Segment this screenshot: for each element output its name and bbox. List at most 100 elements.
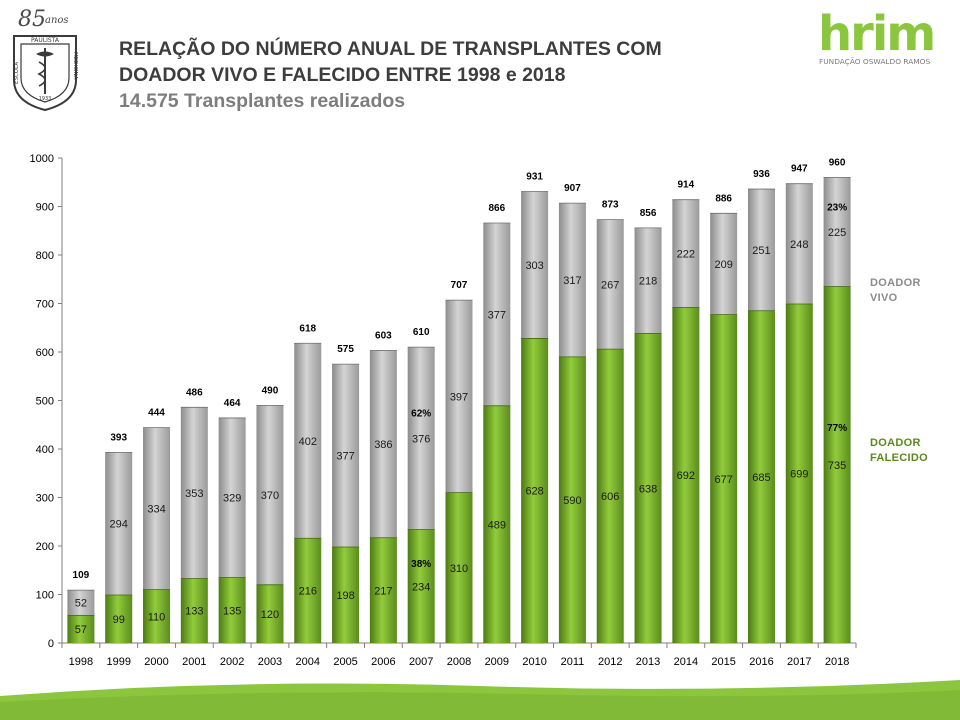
y-tick-label: 200 <box>36 541 54 553</box>
x-tick-label: 2006 <box>371 656 395 668</box>
x-tick-label: 2012 <box>598 656 622 668</box>
x-tick-label: 2010 <box>522 656 546 668</box>
data-label-total: 907 <box>564 183 581 194</box>
data-label-falecido: 133 <box>185 606 203 618</box>
data-label-total: 936 <box>753 169 770 180</box>
hrim-logo: hrim FUNDAÇÃO OSWALDO RAMOS <box>818 6 936 66</box>
percent-annotation: 38% <box>411 559 431 570</box>
logo-anniversary-number: 85 <box>18 7 46 32</box>
data-label-vivo: 267 <box>601 279 619 291</box>
bar-doador-vivo-2003 <box>256 405 284 585</box>
data-label-vivo: 317 <box>563 275 581 287</box>
data-label-falecido: 99 <box>113 614 125 626</box>
bar-doador-vivo-2004 <box>294 343 322 539</box>
data-label-total: 486 <box>186 387 203 398</box>
data-label-falecido: 135 <box>223 605 241 617</box>
bar-doador-vivo-2006 <box>369 350 397 538</box>
bar-doador-vivo-2010 <box>521 191 549 339</box>
data-label-total: 947 <box>791 164 808 175</box>
data-label-total: 490 <box>262 385 279 396</box>
x-tick-label: 2017 <box>787 656 811 668</box>
data-label-vivo: 248 <box>790 239 808 251</box>
page-title-line-1: RELAÇÃO DO NÚMERO ANUAL DE TRANSPLANTES … <box>119 38 662 60</box>
data-label-total: 618 <box>299 323 316 334</box>
data-label-vivo: 397 <box>450 391 468 403</box>
legend-doador-falecido: DOADOR FALECIDO <box>870 436 928 466</box>
bar-doador-falecido-2017 <box>785 303 813 643</box>
hrim-tagline: FUNDAÇÃO OSWALDO RAMOS <box>819 57 930 66</box>
bar-doador-falecido-2000 <box>143 589 171 643</box>
y-tick-label: 900 <box>36 202 54 214</box>
data-label-total: 610 <box>413 327 430 338</box>
y-tick-label: 1000 <box>30 153 54 165</box>
x-tick-label: 2015 <box>711 656 735 668</box>
legend-falecido-line-2: FALECIDO <box>870 452 929 464</box>
data-label-vivo: 52 <box>75 598 87 610</box>
y-tick-label: 500 <box>36 396 54 408</box>
escola-paulista-medicina-logo: 85 anos PAULISTA MEDICINA ESCOLA 1933 <box>13 7 78 112</box>
bar-doador-falecido-2014 <box>672 307 700 643</box>
data-label-falecido: 198 <box>336 590 354 602</box>
data-label-total: 109 <box>73 570 90 581</box>
data-label-total: 914 <box>678 180 695 191</box>
x-tick-label: 1998 <box>69 656 93 668</box>
bar-doador-vivo-2001 <box>180 407 208 579</box>
bar-doador-falecido-2003 <box>256 584 284 643</box>
y-tick-label: 100 <box>36 590 54 602</box>
bar-doador-vivo-2005 <box>332 364 360 547</box>
logo-year: 1933 <box>39 96 52 102</box>
logo-ring-text-top: PAULISTA <box>31 37 60 44</box>
bar-doador-falecido-1999 <box>105 594 133 643</box>
data-label-vivo: 294 <box>110 519 128 531</box>
data-label-vivo: 303 <box>525 260 543 272</box>
data-label-total: 866 <box>488 203 505 214</box>
x-tick-label: 2014 <box>674 656 698 668</box>
data-label-falecido: 685 <box>752 472 770 484</box>
x-tick-label: 1999 <box>106 656 130 668</box>
bar-doador-falecido-1998 <box>67 615 95 643</box>
footer-wave-decoration <box>0 680 960 720</box>
legend-doador-vivo: DOADOR VIVO <box>870 276 921 306</box>
title-block: RELAÇÃO DO NÚMERO ANUAL DE TRANSPLANTES … <box>119 36 779 114</box>
data-label-falecido: 217 <box>374 585 392 597</box>
caduceus-icon <box>36 48 54 94</box>
bar-doador-falecido-2005 <box>332 546 360 643</box>
data-label-falecido: 638 <box>639 483 657 495</box>
data-label-falecido: 110 <box>148 611 166 623</box>
x-tick-label: 2003 <box>258 656 282 668</box>
x-tick-label: 2011 <box>561 656 585 668</box>
data-label-falecido: 677 <box>714 474 732 486</box>
bar-doador-falecido-2007 <box>407 529 435 643</box>
bar-doador-falecido-2011 <box>558 356 586 643</box>
data-label-falecido: 590 <box>563 495 581 507</box>
bar-doador-vivo-2015 <box>710 213 738 315</box>
bar-doador-vivo-2000 <box>143 427 171 590</box>
data-label-falecido: 310 <box>450 563 468 575</box>
label-layer: 0100200300400500600700800900100019985752… <box>30 153 850 668</box>
x-tick-label: 2009 <box>485 656 509 668</box>
bar-doador-falecido-2002 <box>218 577 246 643</box>
y-tick-label: 700 <box>36 299 54 311</box>
bar-doador-vivo-1999 <box>105 452 133 595</box>
bar-doador-vivo-2008 <box>445 300 473 493</box>
data-label-falecido: 735 <box>828 460 846 472</box>
bar-doador-falecido-2009 <box>483 405 511 643</box>
bar-doador-vivo-2014 <box>672 199 700 308</box>
logo-anniversary-suffix: anos <box>45 15 69 26</box>
x-tick-label: 2013 <box>636 656 660 668</box>
x-tick-label: 2001 <box>182 656 206 668</box>
data-label-vivo: 225 <box>828 227 846 239</box>
bar-doador-vivo-2018 <box>823 177 851 287</box>
x-tick-label: 2007 <box>409 656 433 668</box>
bar-layer <box>67 176 851 643</box>
data-label-vivo: 218 <box>639 276 657 288</box>
y-tick-label: 0 <box>48 638 54 650</box>
data-label-falecido: 692 <box>677 470 695 482</box>
bar-doador-falecido-2016 <box>747 310 775 643</box>
data-label-total: 444 <box>148 408 165 419</box>
page-subtitle: 14.575 Transplantes realizados <box>119 90 406 112</box>
data-label-vivo: 353 <box>185 488 203 500</box>
data-label-total: 856 <box>640 208 657 219</box>
data-label-vivo: 377 <box>488 309 506 321</box>
